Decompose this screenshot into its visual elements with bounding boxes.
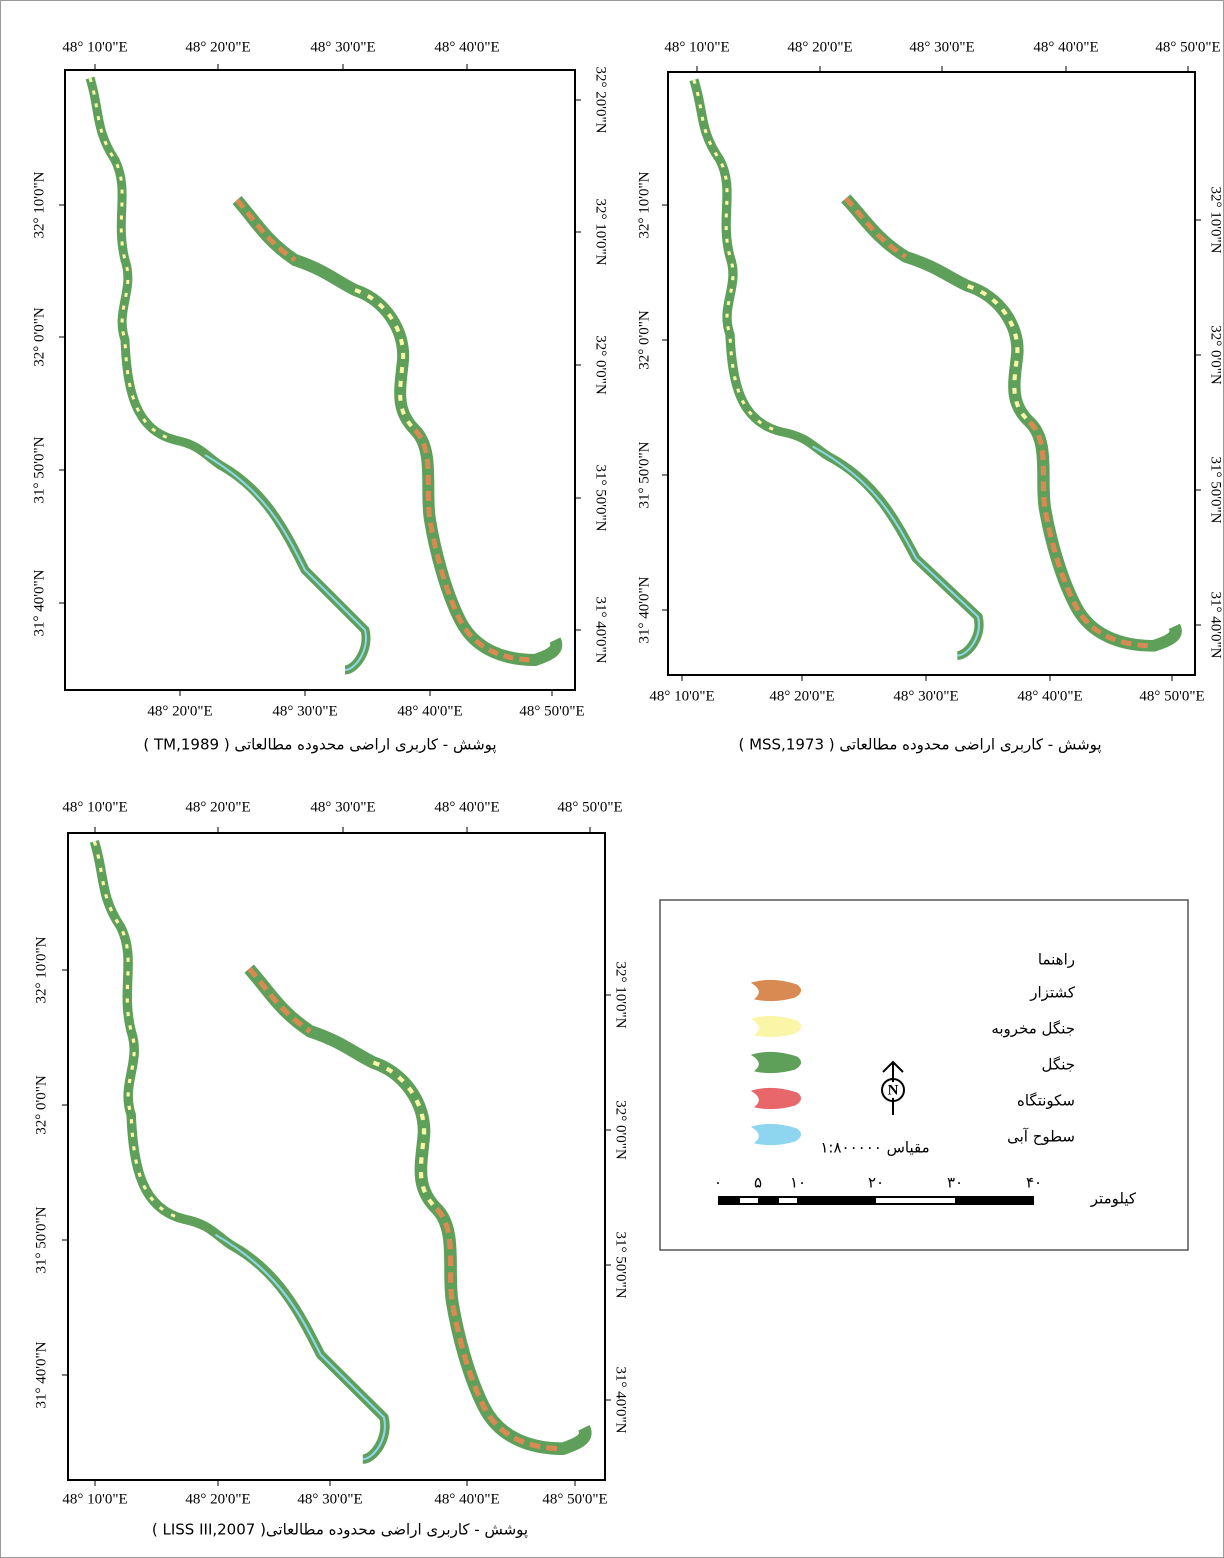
- left-coordinate-label: 32° 0'0"N: [31, 307, 47, 367]
- right-coordinate-label: 31° 40'0"N: [1208, 592, 1224, 659]
- bottom-coordinate-label: 48° 50'0"E: [519, 703, 584, 719]
- left-coordinate-label: 32° 10'0"N: [636, 171, 652, 238]
- scale-tick-label: ۵: [754, 1174, 762, 1192]
- map-frame: [67, 832, 606, 1481]
- left-coordinate-label: 31° 40'0"N: [636, 576, 652, 643]
- left-coordinate-label: 32° 10'0"N: [33, 936, 49, 1003]
- bottom-coordinate-label: 48° 40'0"E: [434, 1491, 499, 1507]
- bottom-coordinate-label: 48° 30'0"E: [893, 688, 958, 704]
- scale-label: مقیاس ۱:۸۰۰۰۰۰: [820, 1139, 929, 1157]
- legend-swatch: [750, 1123, 801, 1146]
- top-coordinate-label: 48° 40'0"E: [434, 39, 499, 55]
- river-map: [694, 80, 1176, 656]
- map-caption: پوشش - کاربری اراضی محدوده مطالعاتی ( TM…: [143, 736, 496, 755]
- legend-title: راهنما: [1038, 951, 1075, 969]
- right-coordinate-label: 32° 0'0"N: [613, 1100, 629, 1160]
- river-map: [94, 841, 585, 1459]
- map-caption: پوشش - کاربری اراضی محدوده مطالعاتی ( MS…: [738, 736, 1101, 755]
- top-coordinate-label: 48° 30'0"E: [310, 39, 375, 55]
- bottom-coordinate-label: 48° 50'0"E: [542, 1491, 607, 1507]
- bottom-coordinate-label: 48° 50'0"E: [1139, 688, 1204, 704]
- scale-tick-label: ۲۰: [868, 1174, 884, 1192]
- bottom-coordinate-label: 48° 30'0"E: [297, 1491, 362, 1507]
- top-coordinate-label: 48° 10'0"E: [62, 39, 127, 55]
- right-coordinate-label: 31° 50'0"N: [1208, 457, 1224, 524]
- top-coordinate-label: 48° 20'0"E: [185, 39, 250, 55]
- left-coordinate-label: 32° 10'0"N: [31, 171, 47, 238]
- map-caption: پوشش - کاربری اراضی محدوده مطالعاتی( LIS…: [152, 1521, 528, 1540]
- legend-label: سکونتگاه: [1017, 1092, 1075, 1110]
- top-coordinate-label: 48° 40'0"E: [434, 799, 499, 815]
- scale-tick-label: ۰: [714, 1174, 722, 1192]
- top-coordinate-label: 48° 30'0"E: [310, 799, 375, 815]
- top-coordinate-label: 48° 20'0"E: [185, 799, 250, 815]
- legend-label: جنگل مخروبه: [991, 1020, 1075, 1038]
- scale-bar-segment: [779, 1198, 797, 1203]
- scale-bar-segment: [740, 1198, 758, 1203]
- top-coordinate-label: 48° 20'0"E: [787, 39, 852, 55]
- right-coordinate-label: 31° 50'0"N: [593, 465, 609, 532]
- right-coordinate-label: 32° 20'0"N: [593, 67, 609, 134]
- right-coordinate-label: 32° 10'0"N: [613, 962, 629, 1029]
- legend-swatch: [750, 979, 801, 1002]
- bottom-coordinate-label: 48° 10'0"E: [649, 688, 714, 704]
- scale-tick-label: ۳۰: [947, 1174, 963, 1192]
- right-coordinate-label: 31° 40'0"N: [593, 597, 609, 664]
- map-frame: [64, 69, 576, 691]
- top-coordinate-label: 48° 10'0"E: [664, 39, 729, 55]
- north-arrow-head: [882, 1060, 904, 1073]
- legend-swatch: [750, 1087, 801, 1110]
- bottom-coordinate-label: 48° 20'0"E: [769, 688, 834, 704]
- scale-unit: کیلومتر: [1090, 1190, 1137, 1208]
- bottom-coordinate-label: 48° 20'0"E: [185, 1491, 250, 1507]
- right-coordinate-label: 32° 10'0"N: [593, 199, 609, 266]
- map-frame: [667, 71, 1196, 676]
- left-coordinate-label: 31° 50'0"N: [31, 436, 47, 503]
- legend-label: جنگل: [1042, 1056, 1075, 1074]
- right-coordinate-label: 32° 0'0"N: [1208, 325, 1224, 385]
- right-coordinate-label: 31° 40'0"N: [613, 1367, 629, 1434]
- north-arrow-bg: [885, 1082, 901, 1098]
- legend-box: [659, 899, 1189, 1251]
- legend-swatch: [750, 1015, 801, 1038]
- scale-tick-label: ۱۰: [790, 1174, 806, 1192]
- left-coordinate-label: 31° 40'0"N: [31, 569, 47, 636]
- top-coordinate-label: 48° 50'0"E: [1155, 39, 1220, 55]
- bottom-coordinate-label: 48° 10'0"E: [62, 1491, 127, 1507]
- north-label: N: [888, 1082, 899, 1098]
- river-map: [90, 78, 556, 670]
- bottom-coordinate-label: 48° 20'0"E: [147, 703, 212, 719]
- top-coordinate-label: 48° 50'0"E: [557, 799, 622, 815]
- left-coordinate-label: 31° 40'0"N: [33, 1341, 49, 1408]
- left-coordinate-label: 32° 0'0"N: [636, 310, 652, 370]
- top-coordinate-label: 48° 30'0"E: [909, 39, 974, 55]
- left-coordinate-label: 31° 50'0"N: [33, 1206, 49, 1273]
- left-coordinate-label: 32° 0'0"N: [33, 1075, 49, 1135]
- right-coordinate-label: 32° 10'0"N: [1208, 187, 1224, 254]
- scale-tick-label: ۴۰: [1026, 1174, 1042, 1192]
- right-coordinate-label: 32° 0'0"N: [593, 335, 609, 395]
- left-coordinate-label: 31° 50'0"N: [636, 441, 652, 508]
- top-coordinate-label: 48° 40'0"E: [1033, 39, 1098, 55]
- legend-swatch: [750, 1051, 801, 1074]
- legend-label: کشتزار: [1029, 984, 1076, 1002]
- legend-label: سطوح آبی: [1007, 1128, 1075, 1146]
- scale-bar-segment: [876, 1198, 955, 1203]
- bottom-coordinate-label: 48° 40'0"E: [397, 703, 462, 719]
- top-coordinate-label: 48° 10'0"E: [62, 799, 127, 815]
- right-coordinate-label: 31° 50'0"N: [613, 1232, 629, 1299]
- bottom-coordinate-label: 48° 40'0"E: [1017, 688, 1082, 704]
- bottom-coordinate-label: 48° 30'0"E: [272, 703, 337, 719]
